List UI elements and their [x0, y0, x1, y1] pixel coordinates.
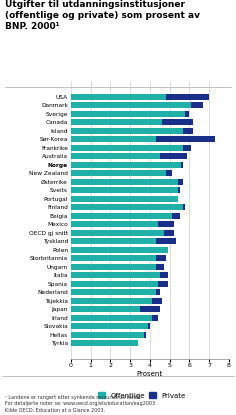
Bar [71, 162, 181, 168]
Bar [71, 213, 172, 219]
Bar [156, 264, 164, 270]
Bar [71, 119, 162, 125]
Bar [160, 272, 168, 278]
Bar [71, 255, 156, 261]
Bar [71, 136, 156, 142]
Bar [71, 230, 164, 236]
Bar [166, 170, 172, 176]
Bar [71, 281, 158, 287]
Bar [71, 153, 160, 159]
Bar [71, 315, 152, 321]
Bar [71, 170, 166, 176]
Bar [183, 127, 193, 134]
Bar [71, 306, 140, 312]
Bar [71, 179, 177, 185]
Legend: Offentlige, Private: Offentlige, Private [97, 391, 187, 400]
Bar [164, 230, 174, 236]
Bar [71, 340, 138, 347]
Bar [71, 110, 185, 117]
Bar [181, 162, 183, 168]
Bar [71, 221, 158, 227]
Bar [71, 323, 148, 330]
Bar [185, 110, 190, 117]
Bar [71, 247, 168, 253]
Bar [158, 221, 174, 227]
Bar [156, 255, 166, 261]
Bar [71, 145, 183, 151]
Bar [166, 93, 209, 100]
Text: Utgifter til utdanningsinstitusjoner
(offentlige og private) som prosent av
BNP.: Utgifter til utdanningsinstitusjoner (of… [5, 0, 200, 31]
Bar [183, 204, 185, 210]
Bar [158, 281, 168, 287]
Bar [177, 179, 183, 185]
Bar [71, 298, 152, 304]
Bar [71, 93, 166, 100]
Bar [71, 272, 160, 278]
Bar [71, 264, 156, 270]
Bar [71, 196, 177, 202]
Bar [156, 136, 215, 142]
Bar [71, 102, 191, 108]
Bar [140, 306, 160, 312]
Bar [144, 332, 146, 338]
Bar [172, 213, 180, 219]
Bar [162, 119, 193, 125]
Bar [71, 204, 183, 210]
Text: ¹ Landene er rangert etter synkende ressursbruk totalt.
For detaljerte noter se:: ¹ Landene er rangert etter synkende ress… [5, 395, 155, 413]
Bar [152, 315, 158, 321]
Bar [177, 187, 180, 193]
Bar [152, 298, 162, 304]
Bar [71, 127, 183, 134]
Bar [191, 102, 203, 108]
Bar [71, 187, 177, 193]
Bar [156, 238, 176, 244]
Bar [156, 289, 160, 295]
X-axis label: Prosent: Prosent [137, 371, 163, 377]
Bar [183, 145, 191, 151]
Bar [71, 332, 144, 338]
Bar [71, 238, 156, 244]
Bar [160, 153, 187, 159]
Bar [71, 289, 156, 295]
Bar [148, 323, 150, 330]
